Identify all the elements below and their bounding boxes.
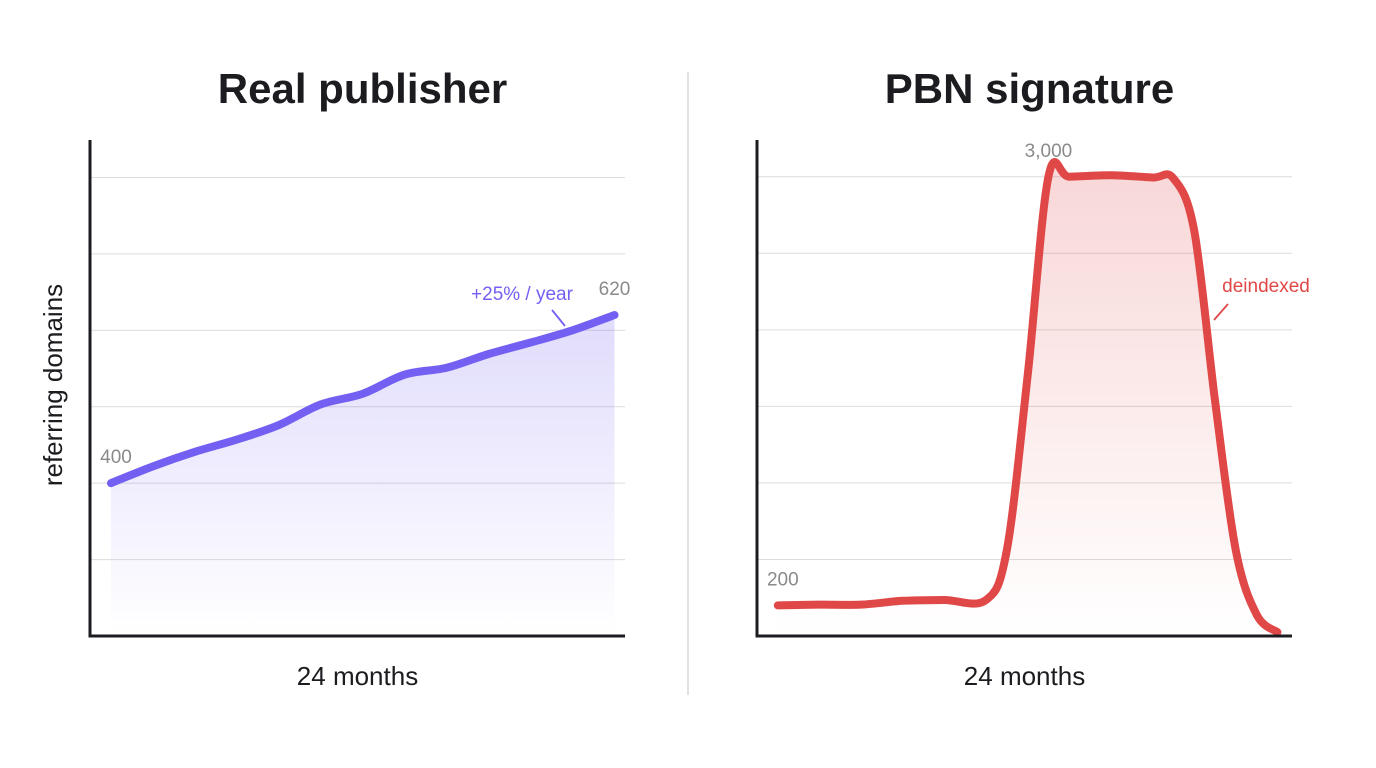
chart-title: Real publisher <box>218 65 507 112</box>
data-line <box>106 311 619 488</box>
annotation: deindexed <box>1222 276 1310 297</box>
x-axis-label: 24 months <box>297 661 418 691</box>
x-axis-label: 24 months <box>964 661 1085 691</box>
value-label: 400 <box>100 447 132 468</box>
chart-title: PBN signature <box>885 65 1174 112</box>
data-line <box>773 158 1282 637</box>
value-label: 200 <box>767 569 799 590</box>
annotation-pointer <box>551 309 566 327</box>
annotation-pointer <box>1213 303 1229 321</box>
annotation: +25% / year <box>471 284 574 305</box>
value-label: 3,000 <box>1025 141 1073 162</box>
area-fill <box>110 315 615 636</box>
value-label: 620 <box>599 279 631 300</box>
y-axis-label: referring domains <box>38 284 68 486</box>
